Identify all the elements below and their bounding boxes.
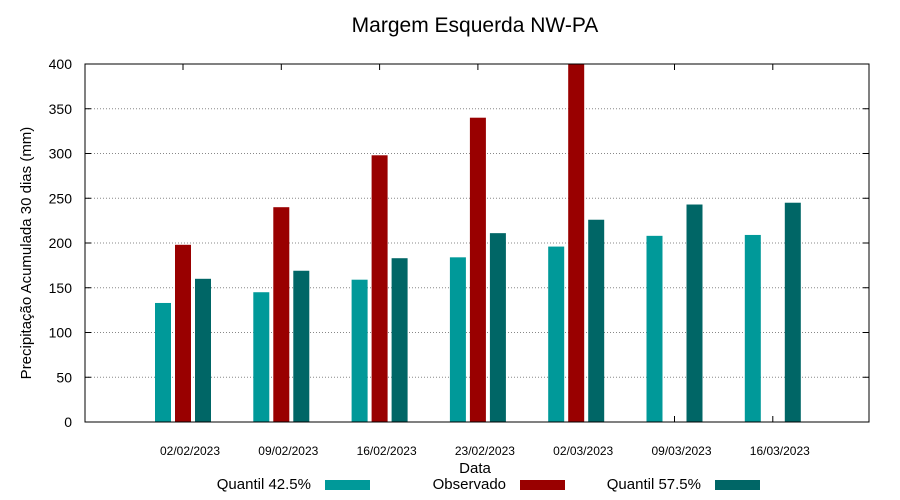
x-axis-label: Data xyxy=(459,460,491,477)
chart-title: Margem Esquerda NW-PA xyxy=(352,14,599,37)
x-axis: 02/02/2023 09/02/2023 16/02/2023 23/02/2023… xyxy=(160,64,810,458)
bars xyxy=(155,64,801,423)
bar-quantil-42-5- xyxy=(744,234,761,422)
x-tick-label: 16/02/2023 xyxy=(357,444,417,458)
bar-quantil-42-5- xyxy=(155,302,171,422)
y-tick-label: 300 xyxy=(49,146,73,162)
bar-quantil-57-5- xyxy=(686,204,703,422)
y-axis-label: Precipitação Acumulada 30 dias (mm) xyxy=(18,127,35,380)
legend-label: Observado xyxy=(433,476,506,493)
x-tick-label: 02/02/2023 xyxy=(160,444,220,458)
y-tick-label: 100 xyxy=(49,325,73,341)
legend-label: Quantil 42.5% xyxy=(217,476,311,493)
y-axis: 0 50 100 150 200 250 300 350 400 xyxy=(49,56,869,430)
x-tick-label: 09/02/2023 xyxy=(258,444,318,458)
x-tick-label: 09/03/2023 xyxy=(651,444,711,458)
bar-quantil-57-5- xyxy=(195,278,211,422)
y-tick-label: 350 xyxy=(49,101,73,117)
legend-label: Quantil 57.5% xyxy=(607,476,701,493)
y-tick-label: 400 xyxy=(49,56,73,72)
legend: Quantil 42.5% Observado Quantil 57.5% xyxy=(217,476,760,493)
bar-quantil-57-5- xyxy=(391,258,408,422)
bar-quantil-42-5- xyxy=(253,292,270,422)
bar-quantil-42-5- xyxy=(548,246,565,422)
x-tick-label: 16/03/2023 xyxy=(750,444,810,458)
bar-quantil-57-5- xyxy=(489,233,506,422)
bar-observado xyxy=(371,155,388,423)
legend-swatch xyxy=(520,480,565,490)
bar-quantil-42-5- xyxy=(646,235,663,422)
bar-quantil-42-5- xyxy=(351,279,368,422)
bar-observado xyxy=(568,64,585,422)
x-tick-label: 23/02/2023 xyxy=(455,444,515,458)
y-tick-label: 250 xyxy=(49,190,73,206)
bar-observado xyxy=(175,244,191,422)
y-tick-label: 200 xyxy=(49,235,73,251)
bar-quantil-57-5- xyxy=(588,219,605,422)
legend-swatch xyxy=(325,480,370,490)
plot-frame xyxy=(84,63,870,423)
y-tick-label: 0 xyxy=(64,414,72,430)
bar-quantil-57-5- xyxy=(784,202,801,422)
legend-swatch xyxy=(715,480,760,490)
y-tick-label: 50 xyxy=(56,369,72,385)
y-tick-label: 150 xyxy=(49,280,73,296)
bar-observado xyxy=(469,117,486,422)
bar-quantil-57-5- xyxy=(293,270,310,422)
bar-observado xyxy=(273,207,290,422)
x-tick-label: 02/03/2023 xyxy=(553,444,613,458)
bar-quantil-42-5- xyxy=(449,257,466,422)
